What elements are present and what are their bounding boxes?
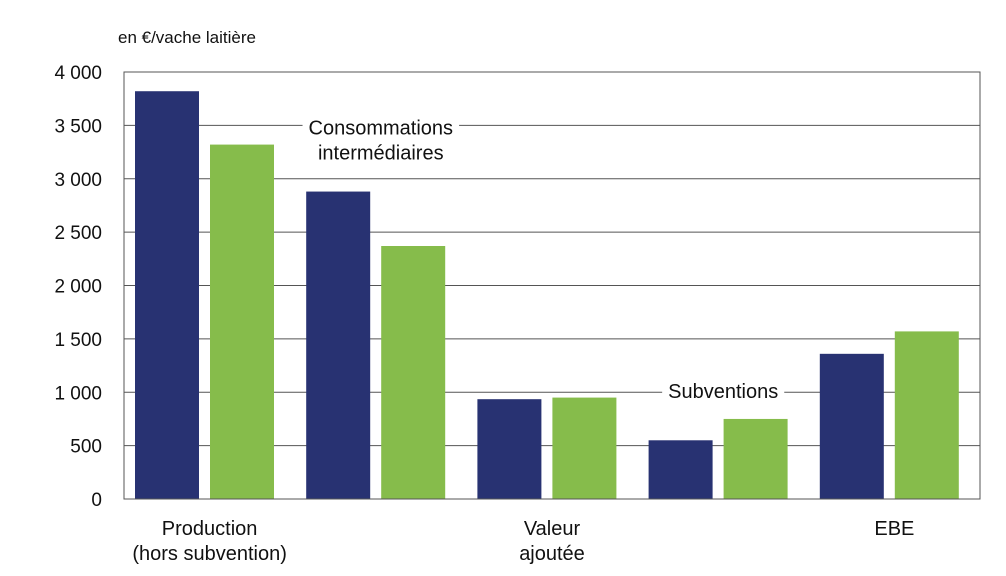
category-label: Production — [162, 518, 258, 540]
bar — [306, 191, 371, 499]
y-tick-label: 0 — [91, 490, 102, 511]
category-label: (hors subvention) — [132, 543, 287, 565]
y-tick-label: 1 000 — [54, 383, 102, 404]
category-label-background — [302, 114, 460, 169]
bar — [648, 440, 713, 499]
category-label-background — [662, 377, 785, 407]
bar — [552, 397, 617, 499]
y-axis-unit-label: en €/vache laitière — [118, 28, 256, 47]
bars — [135, 91, 959, 499]
y-tick-label: 3 000 — [54, 170, 102, 191]
y-tick-label: 2 000 — [54, 277, 102, 298]
category-label: ajoutée — [519, 543, 585, 565]
y-tick-label: 1 500 — [54, 330, 102, 351]
category-label: Valeur — [524, 518, 581, 540]
bar — [894, 331, 959, 499]
bar — [819, 353, 884, 499]
y-tick-label: 4 000 — [54, 63, 102, 84]
bar — [723, 418, 788, 499]
bar — [135, 91, 199, 499]
category-label: EBE — [874, 518, 914, 540]
category-labels: Production (hors subvention) Consommations… — [132, 114, 914, 565]
y-axis-ticks: 0 500 1 000 1 500 2 000 2 500 3 000 3 500 4 000 — [54, 63, 102, 511]
bar — [381, 246, 446, 499]
category-label: Consommations — [309, 118, 454, 140]
bar — [477, 399, 542, 499]
plot-frame — [123, 71, 981, 500]
category-label: intermédiaires — [318, 143, 444, 165]
y-tick-label: 2 500 — [54, 223, 102, 244]
y-tick-label: 3 500 — [54, 116, 102, 137]
category-label: Subventions — [668, 381, 778, 403]
y-tick-label: 500 — [70, 437, 102, 458]
bar — [210, 144, 274, 499]
